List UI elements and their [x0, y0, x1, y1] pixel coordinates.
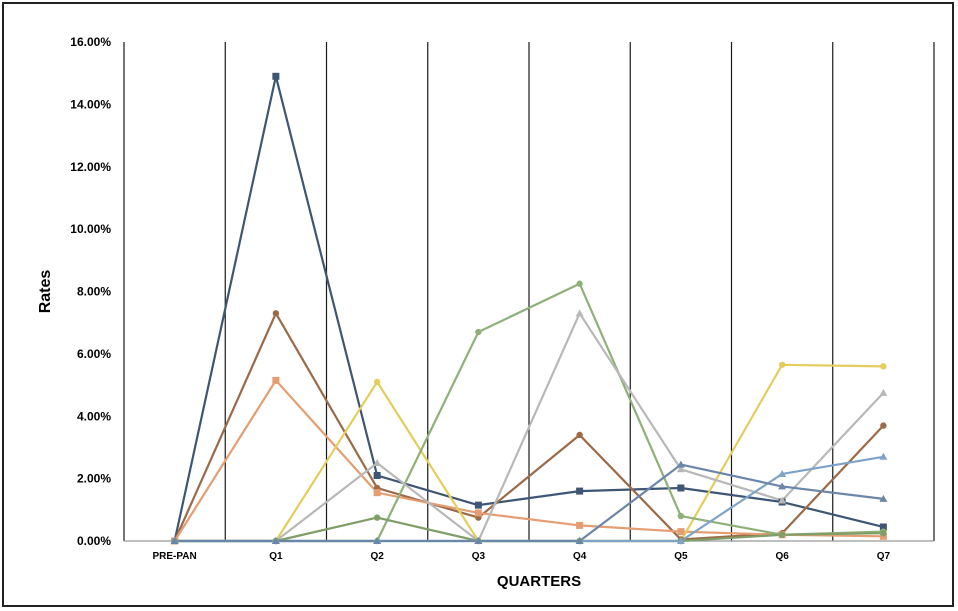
- data-point: [272, 310, 280, 317]
- data-point: [373, 472, 381, 480]
- series-line: [174, 312, 885, 543]
- series-lines: [173, 75, 885, 543]
- data-point: [575, 537, 584, 544]
- x-axis-ticks: PRE-PAN Q1 Q2 Q3 Q4 Q5 Q6 Q7: [152, 551, 890, 562]
- x-tick-label: Q3: [472, 551, 486, 562]
- x-tick-label: Q7: [877, 551, 891, 562]
- data-point: [576, 521, 584, 529]
- x-tick-label: Q4: [573, 551, 587, 562]
- vertical-grid-lines: [123, 42, 935, 541]
- y-axis-ticks: 0.00% 2.00% 4.00% 6.00% 8.00% 10.00% 12.00% 14.…: [70, 35, 111, 548]
- data-point: [778, 482, 787, 490]
- data-point: [272, 72, 280, 80]
- line-chart: 0.00% 2.00% 4.00% 6.00% 8.00% 10.00% 12.00% 14.…: [37, 35, 935, 590]
- y-tick-label: 14.00%: [70, 97, 111, 111]
- data-point: [474, 537, 483, 544]
- y-axis-title: Rates: [37, 270, 54, 314]
- data-point: [474, 501, 482, 509]
- y-tick-label: 8.00%: [77, 285, 111, 299]
- data-point: [576, 487, 584, 495]
- data-point: [676, 460, 685, 468]
- data-point: [778, 469, 787, 477]
- data-point: [676, 465, 685, 473]
- data-point: [575, 309, 584, 317]
- data-point: [778, 531, 786, 538]
- data-point: [576, 280, 583, 287]
- data-point: [676, 537, 685, 544]
- data-point: [677, 484, 685, 492]
- data-point: [373, 378, 381, 386]
- data-point: [373, 459, 382, 467]
- y-tick-label: 10.00%: [70, 222, 111, 236]
- data-point: [880, 363, 887, 370]
- data-point: [880, 422, 887, 429]
- data-point: [271, 537, 280, 544]
- x-tick-label: Q2: [370, 551, 384, 562]
- y-tick-label: 16.00%: [70, 35, 111, 49]
- data-point: [879, 523, 887, 531]
- y-tick-label: 0.00%: [77, 534, 111, 548]
- y-tick-label: 6.00%: [77, 347, 111, 361]
- data-point: [576, 431, 583, 439]
- data-point: [879, 388, 888, 396]
- x-tick-label: PRE-PAN: [152, 551, 196, 562]
- y-tick-label: 12.00%: [70, 160, 111, 174]
- series-line: [173, 379, 884, 542]
- series-markers: [170, 72, 888, 545]
- series-line: [174, 463, 884, 543]
- data-point: [474, 509, 482, 517]
- y-tick-label: 2.00%: [77, 472, 111, 486]
- data-point: [879, 494, 888, 502]
- series-line: [173, 75, 884, 542]
- data-point: [879, 452, 888, 460]
- data-point: [272, 376, 280, 384]
- data-point: [373, 489, 381, 497]
- data-point: [778, 361, 786, 368]
- data-point: [170, 537, 179, 544]
- x-tick-label: Q5: [674, 551, 688, 562]
- data-point: [880, 530, 887, 537]
- data-point: [778, 496, 787, 504]
- x-axis-title: QUARTERS: [497, 573, 581, 590]
- data-point: [373, 537, 382, 544]
- data-point: [677, 528, 685, 536]
- x-tick-label: Q6: [775, 551, 789, 562]
- x-tick-label: Q1: [269, 551, 283, 562]
- data-point: [677, 512, 685, 520]
- data-point: [373, 514, 381, 521]
- data-point: [475, 328, 482, 336]
- y-tick-label: 4.00%: [77, 409, 111, 423]
